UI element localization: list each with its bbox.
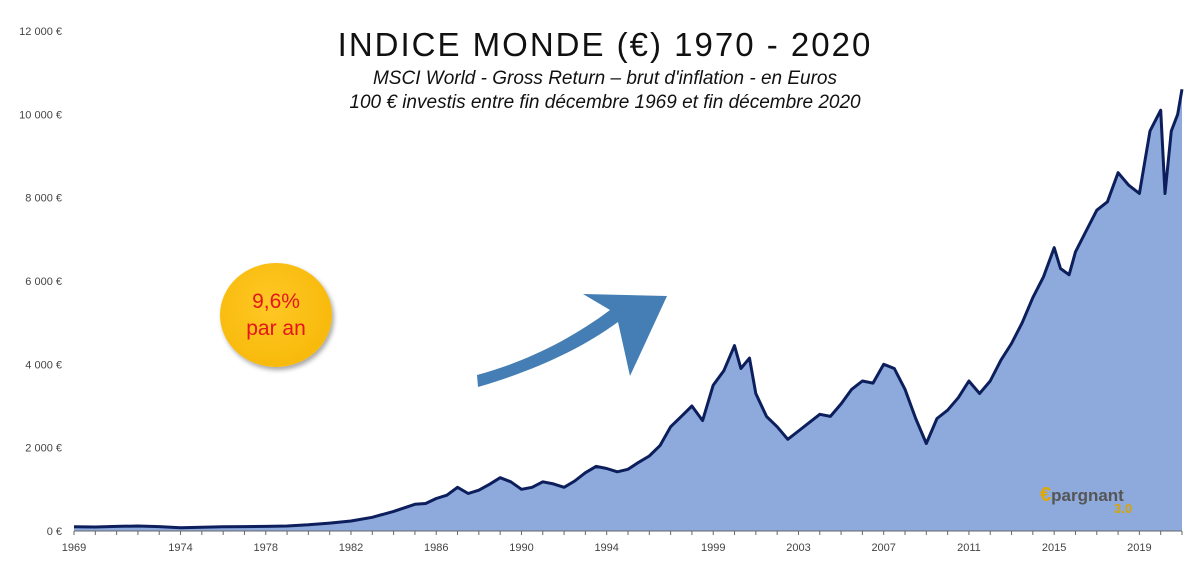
series-line <box>73 89 1184 530</box>
x-tick-label: 1982 <box>339 542 363 554</box>
x-tick-label: 1999 <box>701 542 725 554</box>
y-tick-label: 12 000 € <box>19 26 62 38</box>
x-tick-label: 1969 <box>62 542 86 554</box>
chart-subtitle: MSCI World - Gross Return – brut d'infla… <box>372 68 837 89</box>
x-tick-label: 1974 <box>168 542 192 554</box>
x-tick-label: 1994 <box>594 542 618 554</box>
y-tick-label: 10 000 € <box>19 109 62 121</box>
y-tick-label: 6 000 € <box>25 276 62 288</box>
logo-euro-mark: € <box>1040 484 1052 506</box>
x-axis: 1969 1974 1978 1982 1986 1990 1994 1999 2003 2007… <box>62 530 1183 554</box>
x-tick-label: 2015 <box>1042 542 1066 554</box>
annual-return-label: par an <box>246 317 306 340</box>
trend-arrow-shape <box>477 294 667 387</box>
y-tick-label: 2 000 € <box>25 443 62 455</box>
chart-title: INDICE MONDE (€) 1970 - 2020 <box>337 26 873 63</box>
chart-subtitle-2: 100 € investis entre fin décembre 1969 e… <box>349 92 861 113</box>
y-tick-label: 0 € <box>47 526 62 538</box>
annual-return-badge: 9,6% par an <box>220 263 332 367</box>
y-tick-label: 8 000 € <box>25 193 62 205</box>
x-tick-label: 1986 <box>424 542 448 554</box>
x-tick-label: 2003 <box>786 542 810 554</box>
logo-version: 3.0 <box>1114 501 1133 516</box>
epargnant-logo: €pargnant 3.0 <box>1040 484 1132 516</box>
trend-arrow <box>477 294 667 387</box>
title-block: INDICE MONDE (€) 1970 - 2020 MSCI World … <box>200 26 1010 114</box>
plot-area <box>73 89 1184 532</box>
x-tick-label: 1990 <box>509 542 533 554</box>
y-axis: 0 € 2 000 € 4 000 € 6 000 € 8 000 € 10 000 € 1… <box>19 26 62 538</box>
logo-name: pargnant <box>1051 486 1124 505</box>
x-tick-label: 2011 <box>957 542 981 554</box>
series-area <box>74 89 1182 532</box>
x-tick-label: 2019 <box>1127 542 1151 554</box>
x-tick-label: 2007 <box>871 542 895 554</box>
y-tick-label: 4 000 € <box>25 359 62 371</box>
x-tick-label: 1978 <box>254 542 278 554</box>
annual-return-value: 9,6% <box>252 290 300 313</box>
